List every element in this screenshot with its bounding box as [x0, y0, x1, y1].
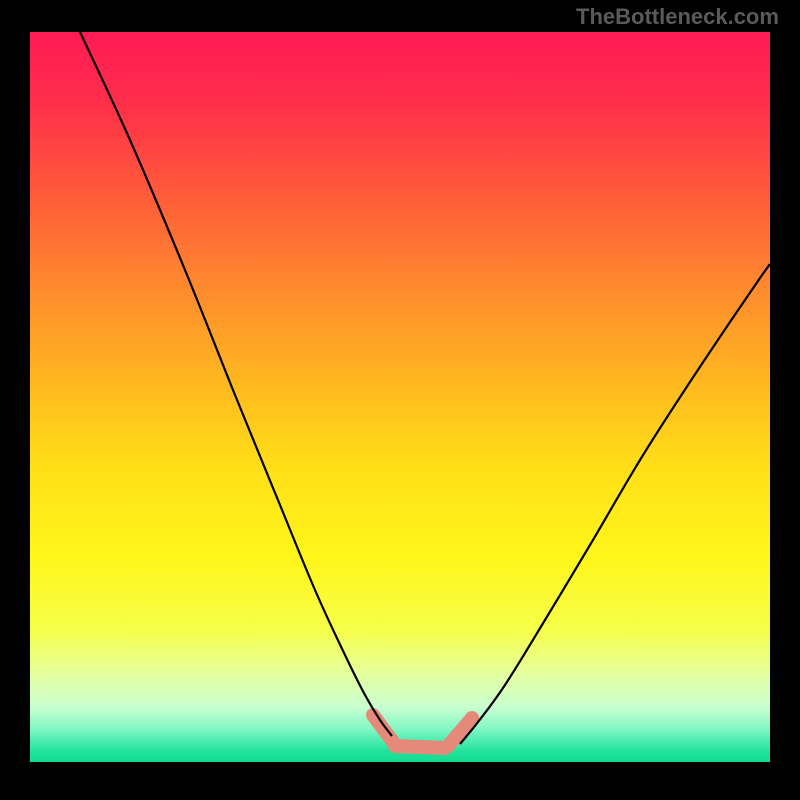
plot-area-svg — [0, 0, 800, 800]
watermark-text: TheBottleneck.com — [576, 4, 779, 30]
plot-background — [30, 32, 770, 762]
bottom-mark — [395, 746, 445, 748]
